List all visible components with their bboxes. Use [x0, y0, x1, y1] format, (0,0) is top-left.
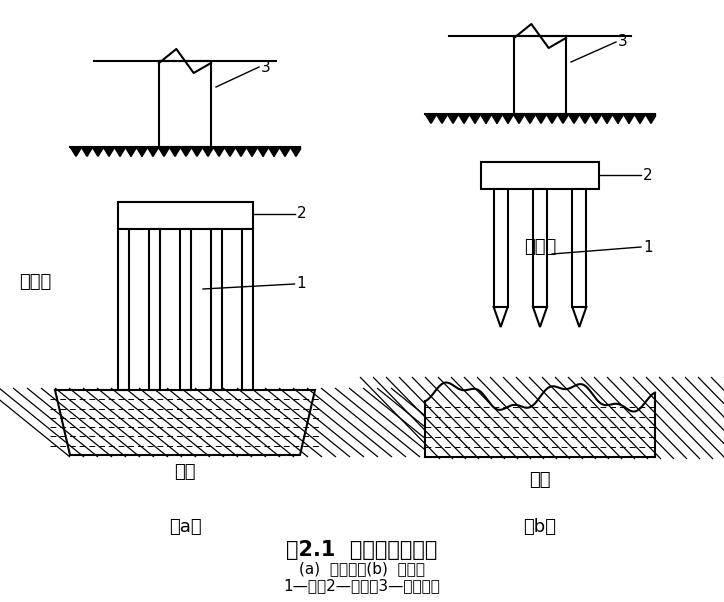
Text: （a）: （a）	[169, 518, 201, 536]
Polygon shape	[55, 390, 315, 455]
Bar	[494, 189, 508, 307]
Text: 3: 3	[261, 60, 271, 75]
Text: 硬层: 硬层	[174, 463, 195, 481]
Text: （b）: （b）	[523, 518, 557, 536]
Text: 1: 1	[297, 276, 306, 291]
Text: 3: 3	[618, 34, 628, 49]
Text: 2: 2	[643, 167, 652, 182]
Text: 软土层: 软土层	[19, 273, 51, 291]
Text: 软土层: 软土层	[524, 238, 556, 256]
Bar	[514, 36, 566, 114]
Bar	[148, 229, 159, 390]
Text: 图2.1  端承桩与摩擦桩: 图2.1 端承桩与摩擦桩	[286, 540, 438, 560]
Bar	[242, 229, 253, 390]
Bar	[117, 202, 253, 229]
Text: 1: 1	[643, 240, 652, 255]
Polygon shape	[55, 390, 315, 455]
Text: (a)  端承桩；(b)  摩擦桩: (a) 端承桩；(b) 摩擦桩	[299, 562, 425, 577]
Bar	[159, 61, 211, 147]
Bar	[573, 189, 586, 307]
Bar	[533, 189, 547, 307]
Bar	[117, 229, 128, 390]
Bar	[180, 229, 190, 390]
Polygon shape	[494, 307, 508, 327]
Bar	[481, 162, 599, 189]
Bar	[211, 229, 222, 390]
Text: 1—桩；2—承台；3—上部结构: 1—桩；2—承台；3—上部结构	[284, 579, 440, 594]
Text: 2: 2	[297, 206, 306, 222]
Text: 硬层: 硬层	[529, 471, 551, 489]
Polygon shape	[573, 307, 586, 327]
Polygon shape	[533, 307, 547, 327]
